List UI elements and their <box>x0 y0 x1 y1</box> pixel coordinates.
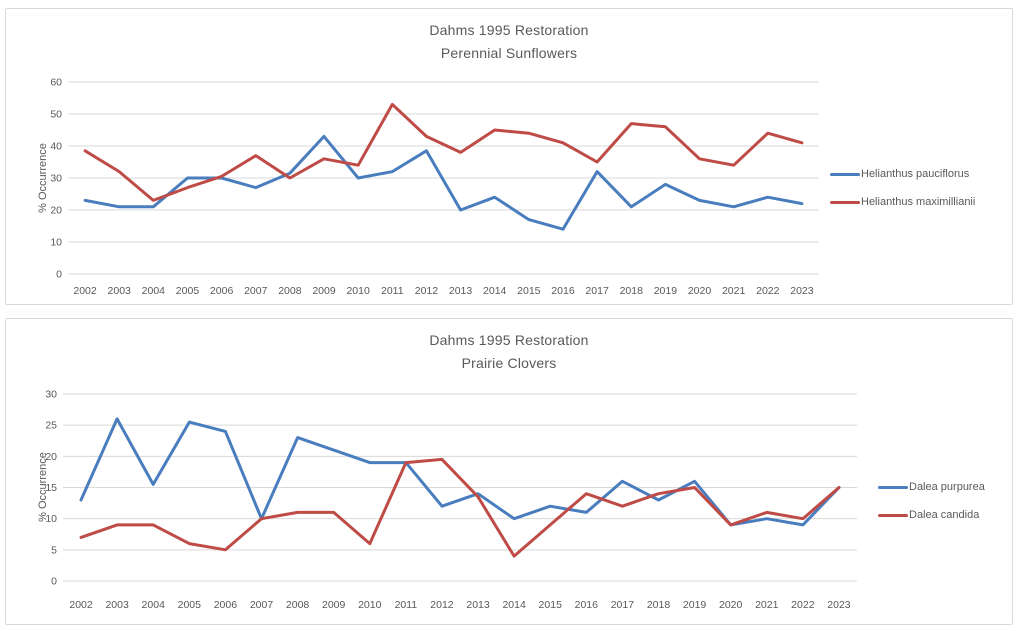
x-tick-label: 2022 <box>791 599 815 611</box>
chart-title: Dahms 1995 Restoration <box>429 332 589 348</box>
x-tick-label: 2007 <box>244 285 268 297</box>
x-tick-label: 2021 <box>722 285 746 297</box>
x-tick-label: 2005 <box>176 285 200 297</box>
y-tick-label: 30 <box>45 389 57 401</box>
x-tick-label: 2021 <box>755 599 779 611</box>
plot-area: 0 10 20 30 40 50 60 2002 2003 2004 2005 2006 2007 200… <box>50 77 819 297</box>
legend-line-swatch-red <box>878 513 908 517</box>
legend: Helianthus pauciflorus Helianthus maximi… <box>830 166 975 222</box>
x-tick-label: 2011 <box>381 285 404 297</box>
x-tick-label: 2015 <box>539 599 563 611</box>
x-tick-label: 2008 <box>286 599 310 611</box>
x-tick-label: 2016 <box>551 285 575 297</box>
legend: Dalea purpurea Dalea candida <box>878 479 985 535</box>
x-tick-label: 2016 <box>575 599 599 611</box>
y-tick-label: 25 <box>45 420 57 432</box>
x-tick-label: 2019 <box>654 285 678 297</box>
y-tick-label: 15 <box>45 482 57 494</box>
legend-line-swatch-red <box>830 200 860 204</box>
x-tick-label: 2008 <box>278 285 302 297</box>
legend-label: Dalea purpurea <box>909 481 985 493</box>
x-tick-label: 2005 <box>178 599 202 611</box>
chart-title: Dahms 1995 Restoration <box>429 22 589 38</box>
y-tick-label: 40 <box>50 141 62 153</box>
series-line <box>83 102 804 202</box>
x-tick-label: 2007 <box>250 599 274 611</box>
plot-area: 0 5 10 15 20 25 30 2002 2003 2004 2005 2006 2007 2008… <box>45 389 857 611</box>
legend-line-swatch-blue <box>878 485 908 489</box>
x-tick-label: 2002 <box>73 285 97 297</box>
x-tick-label: 2009 <box>322 599 346 611</box>
x-tick-label: 2023 <box>827 599 851 611</box>
x-tick-label: 2003 <box>108 285 132 297</box>
legend-item: Dalea candida <box>878 507 985 523</box>
x-tick-label: 2004 <box>142 599 166 611</box>
x-tick-label: 2012 <box>430 599 454 611</box>
x-tick-label: 2014 <box>502 599 526 611</box>
x-tick-label: 2006 <box>210 285 234 297</box>
chart-subtitle: Prairie Clovers <box>461 355 557 371</box>
x-tick-label: 2018 <box>647 599 671 611</box>
x-tick-label: 2015 <box>517 285 541 297</box>
x-tick-label: 2004 <box>142 285 166 297</box>
legend-item: Dalea purpurea <box>878 479 985 495</box>
x-tick-label: 2010 <box>358 599 382 611</box>
y-tick-label: 0 <box>56 269 62 281</box>
x-tick-label: 2011 <box>395 599 418 611</box>
y-tick-label: 10 <box>50 237 62 249</box>
chart-subtitle: Perennial Sunflowers <box>440 45 578 61</box>
x-tick-label: 2003 <box>105 599 129 611</box>
y-tick-label: 10 <box>45 513 57 525</box>
legend-label: Helianthus pauciflorus <box>861 168 970 180</box>
x-tick-label: 2018 <box>620 285 644 297</box>
y-tick-label: 20 <box>50 205 62 217</box>
x-tick-label: 2023 <box>790 285 814 297</box>
y-tick-label: 20 <box>45 451 57 463</box>
x-tick-label: 2012 <box>415 285 439 297</box>
x-tick-label: 2013 <box>449 285 473 297</box>
x-tick-label: 2017 <box>611 599 635 611</box>
series-line <box>79 417 841 527</box>
x-tick-label: 2013 <box>466 599 490 611</box>
series-line <box>83 134 804 231</box>
x-tick-label: 2020 <box>688 285 712 297</box>
legend-line-swatch-blue <box>830 172 860 176</box>
x-tick-label: 2014 <box>483 285 507 297</box>
y-tick-label: 5 <box>51 544 57 556</box>
perennial-sunflowers-chart: Dahms 1995 Restoration Perennial Sunflow… <box>5 8 1013 305</box>
legend-label: Dalea candida <box>909 509 980 521</box>
legend-item: Helianthus maximillianii <box>830 194 975 210</box>
y-tick-label: 50 <box>50 109 62 121</box>
y-tick-label: 0 <box>51 576 57 588</box>
prairie-clovers-chart: Dahms 1995 Restoration Prairie Clovers %… <box>5 318 1013 625</box>
x-tick-label: 2010 <box>346 285 370 297</box>
legend-item: Helianthus pauciflorus <box>830 166 975 182</box>
x-tick-label: 2020 <box>719 599 743 611</box>
y-tick-label: 30 <box>50 173 62 185</box>
x-tick-label: 2006 <box>214 599 238 611</box>
y-tick-label: 60 <box>50 77 62 89</box>
legend-label: Helianthus maximillianii <box>861 196 976 208</box>
x-tick-label: 2017 <box>585 285 609 297</box>
x-tick-label: 2009 <box>312 285 336 297</box>
x-tick-label: 2019 <box>683 599 707 611</box>
x-tick-label: 2002 <box>69 599 93 611</box>
x-tick-label: 2022 <box>756 285 780 297</box>
series-line <box>79 457 841 558</box>
